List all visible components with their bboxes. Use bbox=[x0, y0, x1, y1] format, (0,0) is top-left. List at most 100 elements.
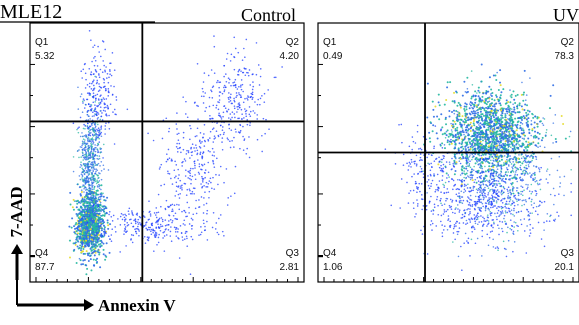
data-point bbox=[516, 111, 519, 113]
data-point bbox=[218, 217, 220, 220]
data-point bbox=[88, 82, 91, 85]
data-point bbox=[94, 101, 96, 103]
data-point bbox=[512, 185, 514, 188]
data-point bbox=[554, 114, 557, 116]
data-point bbox=[210, 89, 212, 91]
data-point bbox=[102, 164, 105, 167]
data-point bbox=[236, 94, 238, 97]
data-point bbox=[81, 140, 84, 143]
data-point bbox=[514, 130, 516, 133]
data-point bbox=[171, 221, 173, 224]
data-point bbox=[560, 115, 563, 118]
data-point bbox=[182, 96, 184, 98]
data-point bbox=[463, 176, 465, 179]
data-point bbox=[548, 220, 551, 222]
data-point bbox=[110, 62, 112, 65]
data-point bbox=[221, 148, 224, 151]
data-point bbox=[119, 251, 121, 253]
data-point bbox=[461, 142, 464, 144]
data-point bbox=[204, 110, 206, 112]
data-point bbox=[488, 97, 491, 100]
data-point bbox=[465, 116, 468, 119]
data-point bbox=[455, 207, 457, 209]
data-point bbox=[534, 177, 537, 179]
data-point bbox=[508, 124, 511, 126]
data-point bbox=[173, 169, 176, 172]
data-point bbox=[489, 175, 492, 177]
data-point bbox=[91, 139, 93, 141]
data-point bbox=[158, 217, 161, 220]
data-point bbox=[175, 185, 178, 188]
data-point bbox=[509, 101, 512, 104]
data-point bbox=[479, 125, 482, 128]
data-point bbox=[508, 143, 511, 146]
data-point bbox=[543, 146, 546, 149]
data-point bbox=[201, 164, 204, 167]
data-point bbox=[102, 41, 105, 43]
data-point bbox=[454, 123, 457, 126]
data-point bbox=[88, 148, 90, 151]
data-point bbox=[458, 160, 461, 163]
data-point bbox=[494, 155, 497, 158]
data-point bbox=[465, 167, 468, 170]
quadrant-q3-percentage: 2.81 bbox=[280, 262, 300, 273]
data-point bbox=[506, 231, 508, 234]
data-point bbox=[92, 154, 94, 156]
data-point bbox=[469, 145, 472, 148]
data-point bbox=[98, 131, 100, 134]
data-point bbox=[481, 170, 483, 172]
data-point bbox=[478, 107, 481, 110]
data-point bbox=[85, 134, 87, 136]
data-point bbox=[155, 216, 158, 219]
data-point bbox=[247, 74, 250, 77]
data-point bbox=[175, 218, 178, 220]
data-point bbox=[485, 184, 487, 186]
data-point bbox=[521, 144, 524, 146]
data-point bbox=[446, 81, 449, 84]
data-point bbox=[492, 74, 495, 77]
data-point bbox=[505, 248, 507, 251]
data-point bbox=[115, 99, 118, 101]
data-point bbox=[202, 212, 205, 214]
data-point bbox=[114, 226, 116, 228]
data-point bbox=[458, 142, 461, 145]
data-point bbox=[199, 233, 202, 236]
data-point bbox=[488, 165, 491, 168]
data-point bbox=[176, 203, 178, 206]
data-point bbox=[189, 138, 191, 141]
data-point bbox=[83, 202, 86, 205]
data-point bbox=[537, 137, 540, 140]
data-point bbox=[166, 153, 168, 155]
data-point bbox=[107, 107, 110, 110]
data-point bbox=[258, 84, 261, 86]
data-point bbox=[99, 195, 102, 198]
data-point bbox=[454, 162, 457, 165]
data-point bbox=[92, 196, 95, 198]
data-point bbox=[87, 163, 89, 165]
data-point bbox=[79, 237, 82, 240]
data-point bbox=[453, 91, 456, 94]
data-point bbox=[88, 177, 90, 180]
data-point bbox=[188, 212, 190, 214]
data-point bbox=[136, 221, 139, 223]
data-point bbox=[83, 216, 85, 218]
data-point bbox=[198, 206, 200, 208]
data-point bbox=[103, 214, 106, 217]
data-point bbox=[456, 126, 459, 129]
quadrant-q4-label: Q4 bbox=[35, 248, 49, 259]
data-point bbox=[453, 159, 456, 162]
data-point bbox=[512, 110, 515, 113]
data-point bbox=[156, 243, 158, 246]
data-point bbox=[482, 191, 485, 194]
data-point bbox=[93, 57, 95, 59]
data-point bbox=[233, 113, 236, 115]
data-point bbox=[236, 106, 238, 108]
data-point bbox=[95, 208, 98, 210]
data-point bbox=[210, 90, 213, 93]
data-point bbox=[204, 191, 206, 193]
data-point bbox=[246, 99, 249, 101]
data-point bbox=[125, 245, 127, 247]
data-point bbox=[104, 87, 107, 90]
data-point bbox=[86, 148, 88, 151]
data-point bbox=[481, 161, 484, 164]
